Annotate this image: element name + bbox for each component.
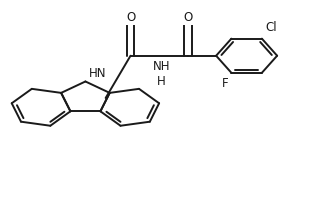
Text: Cl: Cl — [265, 21, 277, 34]
Text: O: O — [126, 11, 135, 24]
Text: HN: HN — [89, 67, 107, 80]
Text: O: O — [183, 11, 193, 24]
Text: F: F — [222, 77, 228, 90]
Text: NH
H: NH H — [153, 60, 171, 88]
